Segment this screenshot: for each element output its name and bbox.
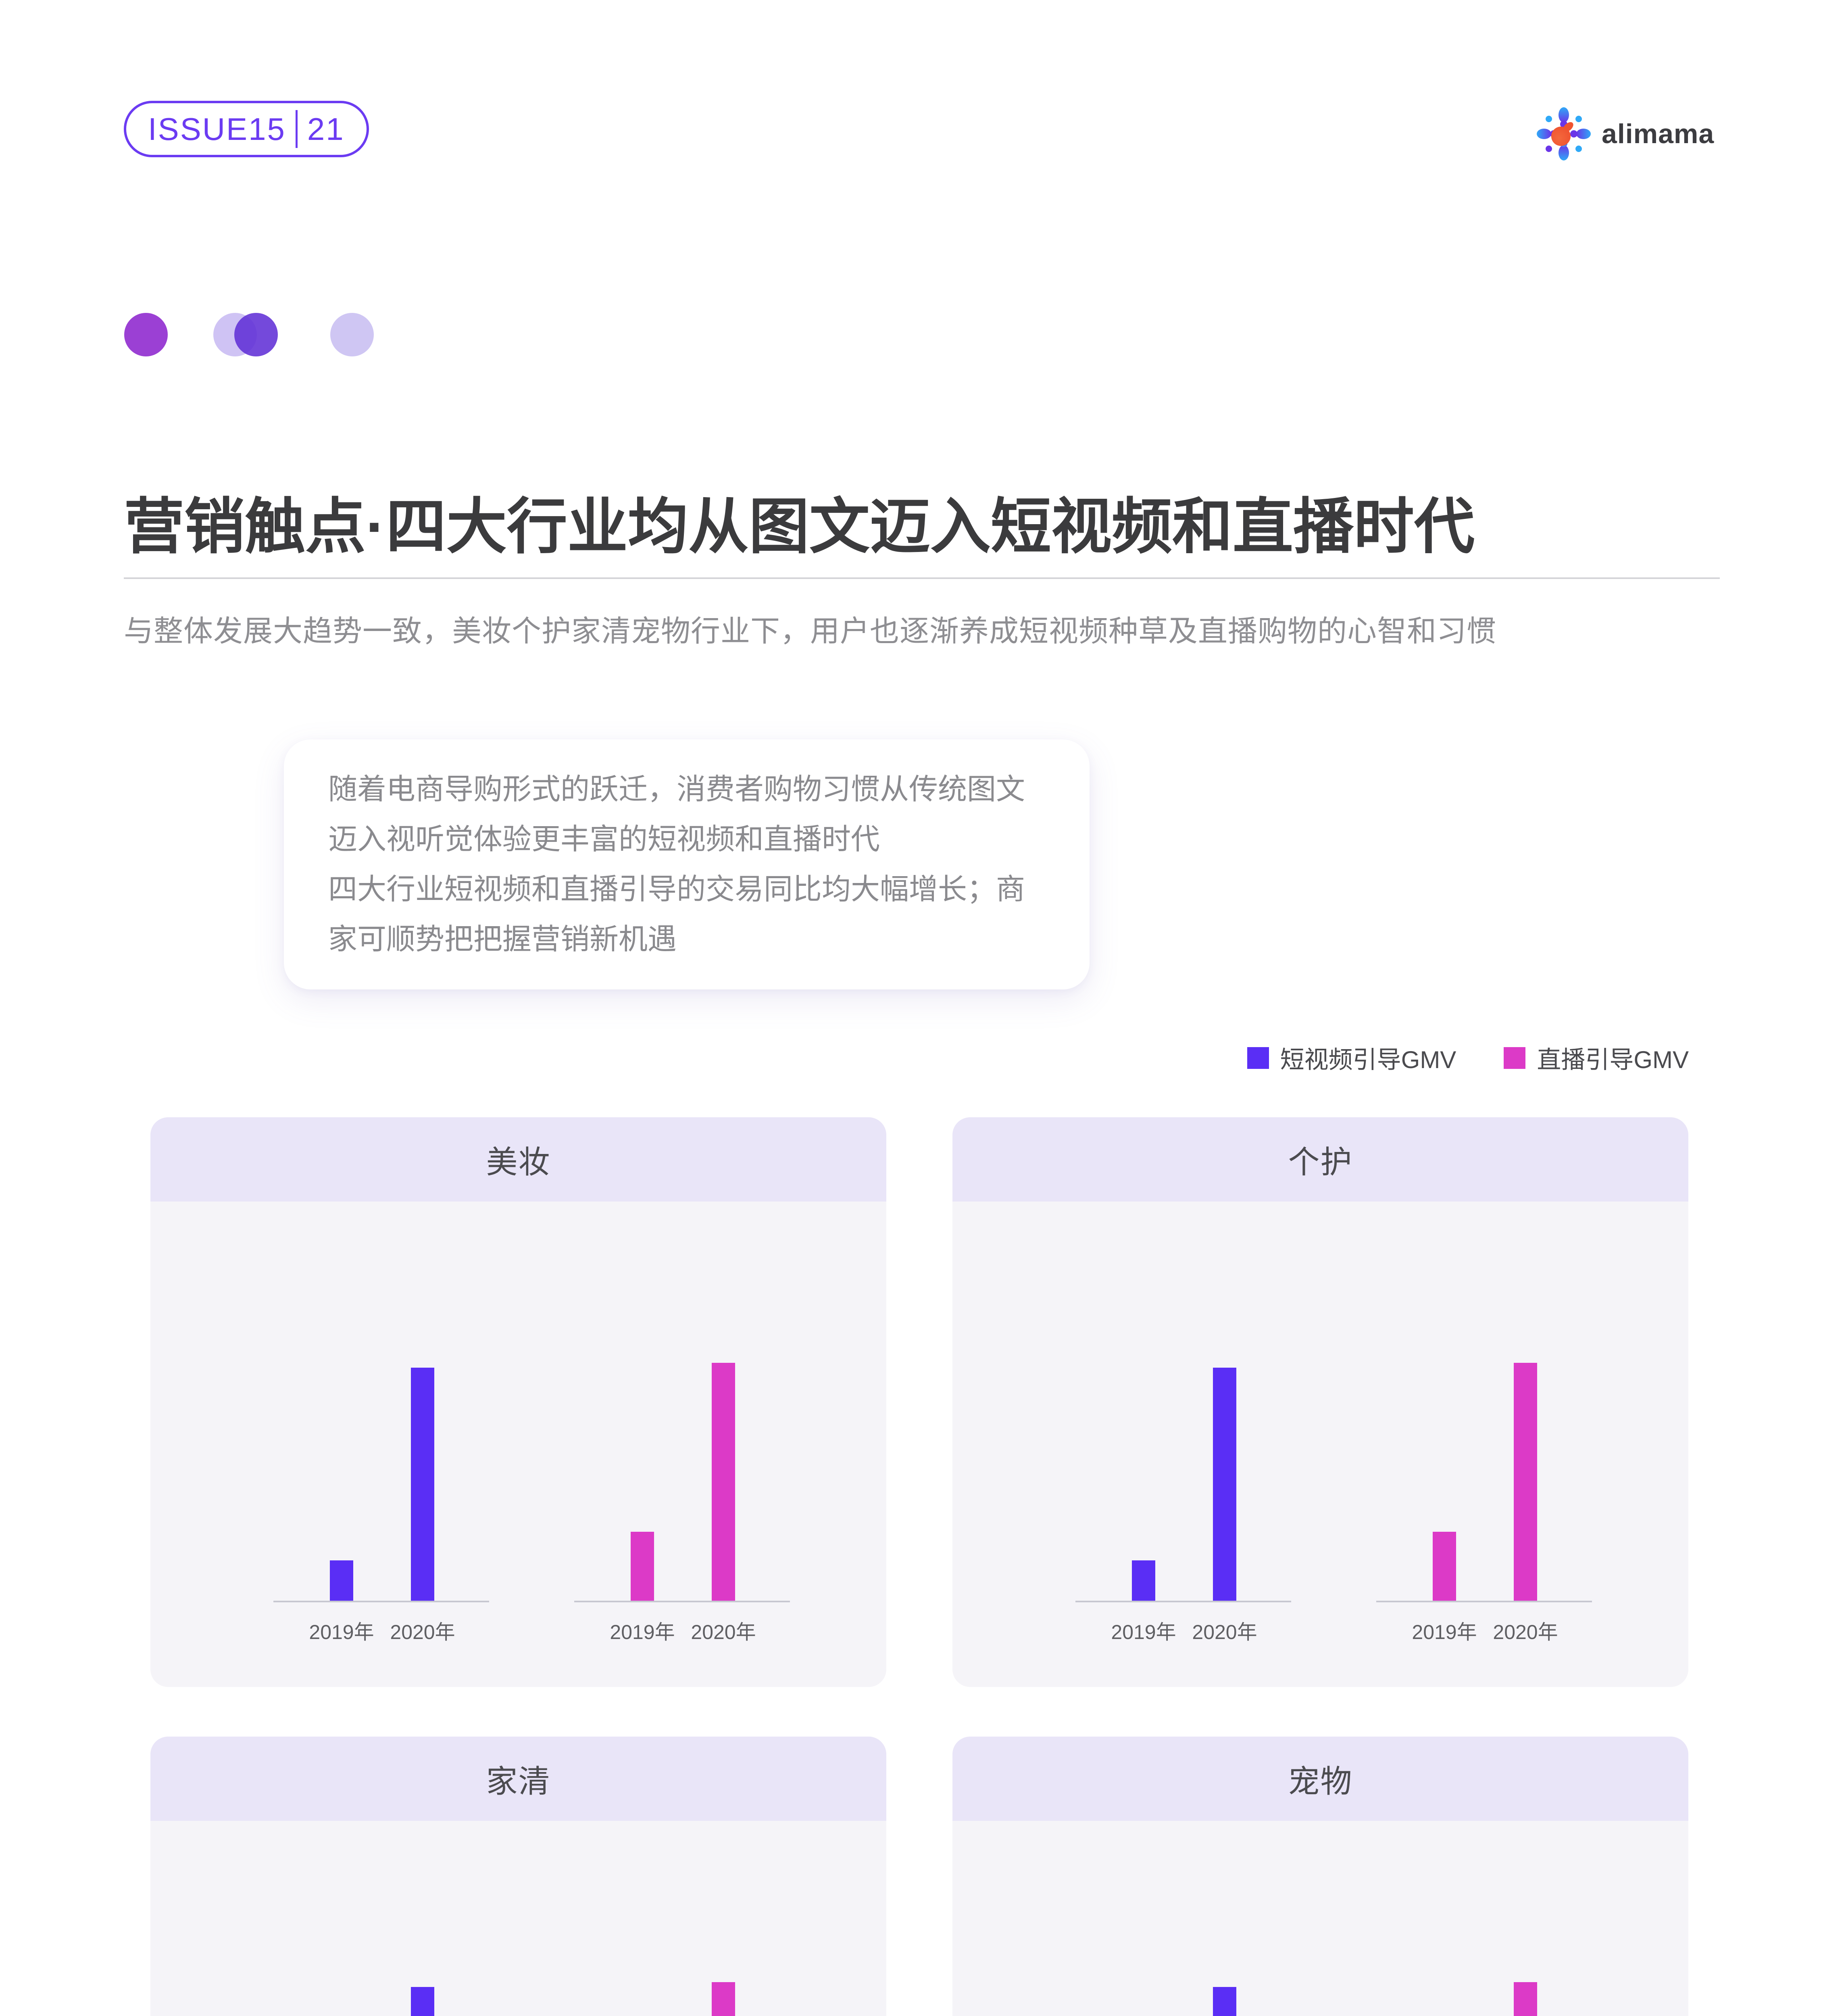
insight-callout: 随着电商导购形式的跃迁，消费者购物习惯从传统图文 迈入视听觉体验更丰富的短视频和…	[284, 739, 1090, 989]
chart-area: 2019年 2020年 2019年 2020年	[952, 1202, 1688, 1687]
chart-group: 2019年 2020年	[1376, 1202, 1592, 1655]
issue-badge-divider	[295, 110, 298, 148]
brand-name: alimama	[1602, 119, 1715, 149]
callout-line: 迈入视听觉体验更丰富的短视频和直播时代	[328, 823, 880, 856]
callout-line: 四大行业短视频和直播引导的交易同比均大幅增长；商	[328, 873, 1025, 906]
gmv-bar	[1132, 1560, 1155, 1601]
card-header: 个护	[952, 1117, 1688, 1202]
x-label: 2019年	[1412, 1621, 1477, 1643]
bars-plot	[273, 1821, 489, 2016]
chart-area: 2019年 2020年 2019年 2020年	[150, 1202, 886, 1687]
gmv-bar	[712, 1982, 735, 2016]
title-divider	[124, 577, 1720, 579]
x-label: 2019年	[610, 1621, 675, 1643]
callout-line: 随着电商导购形式的跃迁，消费者购物习惯从传统图文	[328, 773, 1025, 806]
bars-plot	[273, 1202, 489, 1602]
gmv-bar	[330, 1560, 353, 1601]
card-header: 家清	[150, 1737, 886, 1821]
chart-group: 2019年 2020年	[273, 1202, 489, 1655]
chart-group: 2019年 2020年	[1075, 1202, 1291, 1655]
card-title: 美妆	[486, 1144, 551, 1180]
bars-plot	[574, 1821, 790, 2016]
x-label: 2019年	[309, 1621, 374, 1643]
issue-badge-issue: ISSUE15	[148, 111, 286, 147]
industry-chart-card: 宠物 2019年 2020年 2019年 2	[952, 1737, 1688, 2016]
x-axis-labels: 2019年 2020年	[574, 1602, 790, 1655]
chart-group: 2019年 2020年	[574, 1821, 790, 2016]
gmv-bar	[411, 1368, 434, 1601]
x-label: 2019年	[1111, 1621, 1176, 1643]
alimama-logo-icon	[1537, 107, 1591, 160]
gmv-bar	[712, 1363, 735, 1601]
chart-area: 2019年 2020年 2019年 2020年	[952, 1821, 1688, 2016]
gmv-bar	[1213, 1368, 1236, 1601]
legend-label: 直播引导GMV	[1537, 1046, 1689, 1073]
legend-swatch	[1247, 1047, 1269, 1069]
legend-item-live: 直播引导GMV	[1504, 1040, 1689, 1075]
deco-dot-icon	[234, 313, 278, 356]
industry-chart-card: 个护 2019年 2020年 2019年 2	[952, 1117, 1688, 1687]
deco-dot-icon	[124, 313, 168, 356]
chart-group: 2019年 2020年	[1075, 1821, 1291, 2016]
gmv-bar	[1514, 1982, 1537, 2016]
industry-chart-card: 美妆 2019年 2020年 2019年 2	[150, 1117, 886, 1687]
x-label: 2020年	[691, 1621, 756, 1643]
gmv-bar	[1213, 1987, 1236, 2016]
issue-badge-page: 21	[307, 111, 345, 147]
gmv-bar	[631, 1532, 654, 1601]
card-header: 宠物	[952, 1737, 1688, 1821]
legend-swatch	[1504, 1047, 1526, 1069]
bars-plot	[574, 1202, 790, 1602]
card-title: 宠物	[1288, 1763, 1353, 1799]
legend-item-short-video: 短视频引导GMV	[1247, 1040, 1456, 1075]
deco-dot-icon	[330, 313, 374, 356]
card-title: 家清	[486, 1763, 551, 1799]
chart-group: 2019年 2020年	[574, 1202, 790, 1655]
bars-plot	[1376, 1821, 1592, 2016]
chart-group: 2019年 2020年	[273, 1821, 489, 2016]
brand-logo: alimama	[1536, 106, 1714, 162]
card-title: 个护	[1288, 1144, 1353, 1180]
issue-badge: ISSUE15 21	[124, 101, 369, 157]
bars-plot	[1376, 1202, 1592, 1602]
x-label: 2020年	[1192, 1621, 1257, 1643]
chart-area: 2019年 2020年 2019年 2020年	[150, 1821, 886, 2016]
chart-group: 2019年 2020年	[1376, 1821, 1592, 2016]
callout-line: 家可顺势把把握营销新机遇	[328, 923, 677, 956]
gmv-bar	[411, 1987, 434, 2016]
bars-plot	[1075, 1821, 1291, 2016]
x-label: 2020年	[1493, 1621, 1558, 1643]
page-title: 营销触点·四大行业均从图文迈入短视频和直播时代	[124, 493, 1475, 560]
legend-label: 短视频引导GMV	[1280, 1046, 1456, 1073]
x-axis-labels: 2019年 2020年	[1075, 1602, 1291, 1655]
page-subtitle: 与整体发展大趋势一致，美妆个护家清宠物行业下，用户也逐渐养成短视频种草及直播购物…	[124, 615, 1496, 648]
x-label: 2020年	[390, 1621, 455, 1643]
card-header: 美妆	[150, 1117, 886, 1202]
x-axis-labels: 2019年 2020年	[1376, 1602, 1592, 1655]
industry-chart-card: 家清 2019年 2020年 2019年 2	[150, 1737, 886, 2016]
gmv-bar	[1433, 1532, 1456, 1601]
chart-legend: 短视频引导GMV 直播引导GMV	[1247, 1040, 1689, 1075]
x-axis-labels: 2019年 2020年	[273, 1602, 489, 1655]
bars-plot	[1075, 1202, 1291, 1602]
gmv-bar	[1514, 1363, 1537, 1601]
